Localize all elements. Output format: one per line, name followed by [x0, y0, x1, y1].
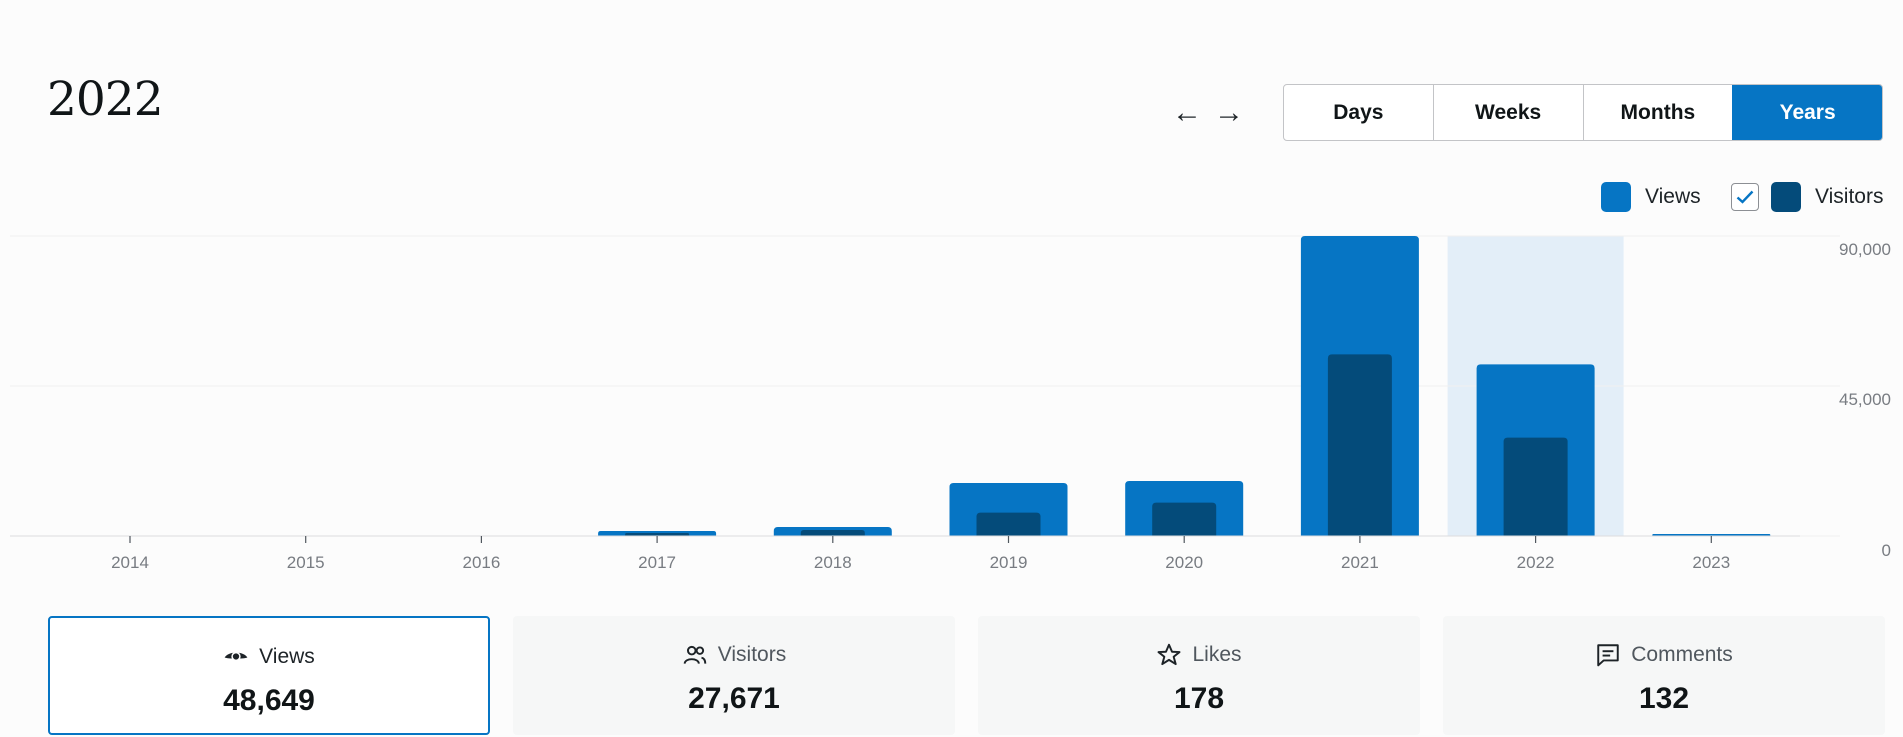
bar-visitors-2019 — [976, 512, 1041, 536]
visitors-toggle-checkbox[interactable] — [1731, 183, 1759, 211]
comment-icon — [1597, 644, 1619, 667]
checkmark-icon — [1736, 190, 1754, 204]
stat-card-visitors[interactable]: Visitors 27,671 — [513, 616, 955, 735]
visitors-swatch — [1771, 182, 1801, 212]
period-years-button[interactable]: Years — [1732, 85, 1882, 140]
page-title: 2022 — [47, 72, 164, 127]
bar-visitors-2018 — [800, 530, 865, 536]
stat-card-comments-header: Comments — [1595, 642, 1733, 668]
x-tick-label: 2016 — [462, 553, 500, 572]
stat-label: Visitors — [717, 643, 787, 666]
x-tick-label: 2022 — [1517, 553, 1555, 572]
x-tick-label: 2017 — [638, 553, 676, 572]
legend-visitors: Visitors — [1731, 182, 1883, 212]
bar-visitors-2021 — [1327, 354, 1392, 536]
bar-visitors-2017 — [625, 533, 690, 536]
stat-card-views[interactable]: Views 48,649 — [48, 616, 490, 735]
x-tick-label: 2019 — [990, 553, 1028, 572]
stat-value: 48,649 — [223, 684, 315, 717]
arrow-left-icon: ← — [1172, 96, 1202, 129]
legend-views-label: Views — [1645, 185, 1701, 208]
previous-period-button[interactable]: ← — [1167, 96, 1207, 136]
period-selector: Days Weeks Months Years — [1283, 84, 1883, 141]
legend-visitors-label: Visitors — [1815, 185, 1884, 208]
y-tick-label: 45,000 — [1839, 390, 1891, 409]
stat-card-likes[interactable]: Likes 178 — [978, 616, 1420, 735]
stat-card-visitors-header: Visitors — [682, 642, 786, 668]
y-tick-label: 0 — [1882, 541, 1891, 560]
x-tick-label: 2020 — [1165, 553, 1203, 572]
arrow-right-icon: → — [1214, 96, 1244, 129]
stat-value: 132 — [1638, 682, 1690, 715]
legend-views: Views — [1601, 182, 1701, 212]
x-tick-label: 2018 — [814, 553, 852, 572]
x-tick-label: 2021 — [1341, 553, 1379, 572]
stat-card-likes-header: Likes — [1156, 642, 1242, 668]
period-weeks-button[interactable]: Weeks — [1432, 85, 1583, 140]
period-months-button[interactable]: Months — [1582, 85, 1733, 140]
stat-value: 27,671 — [688, 682, 780, 715]
bar-visitors-2020 — [1152, 502, 1217, 536]
next-period-button[interactable]: → — [1209, 96, 1249, 136]
stat-label: Views — [259, 645, 315, 668]
x-tick-label: 2015 — [287, 553, 325, 572]
stat-label: Likes — [1192, 643, 1242, 666]
eye-icon — [224, 651, 248, 662]
x-tick-label: 2023 — [1692, 553, 1730, 572]
star-icon — [1158, 643, 1181, 666]
stat-card-comments[interactable]: Comments 132 — [1443, 616, 1885, 735]
views-swatch — [1601, 182, 1631, 212]
period-days-button[interactable]: Days — [1333, 100, 1384, 124]
stat-value: 178 — [1173, 682, 1225, 715]
views-chart: 2014 2015 2016 2017 2018 2019 2020 2021 2022 2023… — [10, 235, 1891, 572]
people-icon — [683, 645, 707, 664]
stat-label: Comments — [1631, 643, 1733, 666]
x-tick-label: 2014 — [111, 553, 149, 572]
y-tick-label: 90,000 — [1839, 240, 1891, 259]
stat-card-views-header: Views — [223, 644, 315, 670]
bar-visitors-2022 — [1503, 437, 1568, 536]
